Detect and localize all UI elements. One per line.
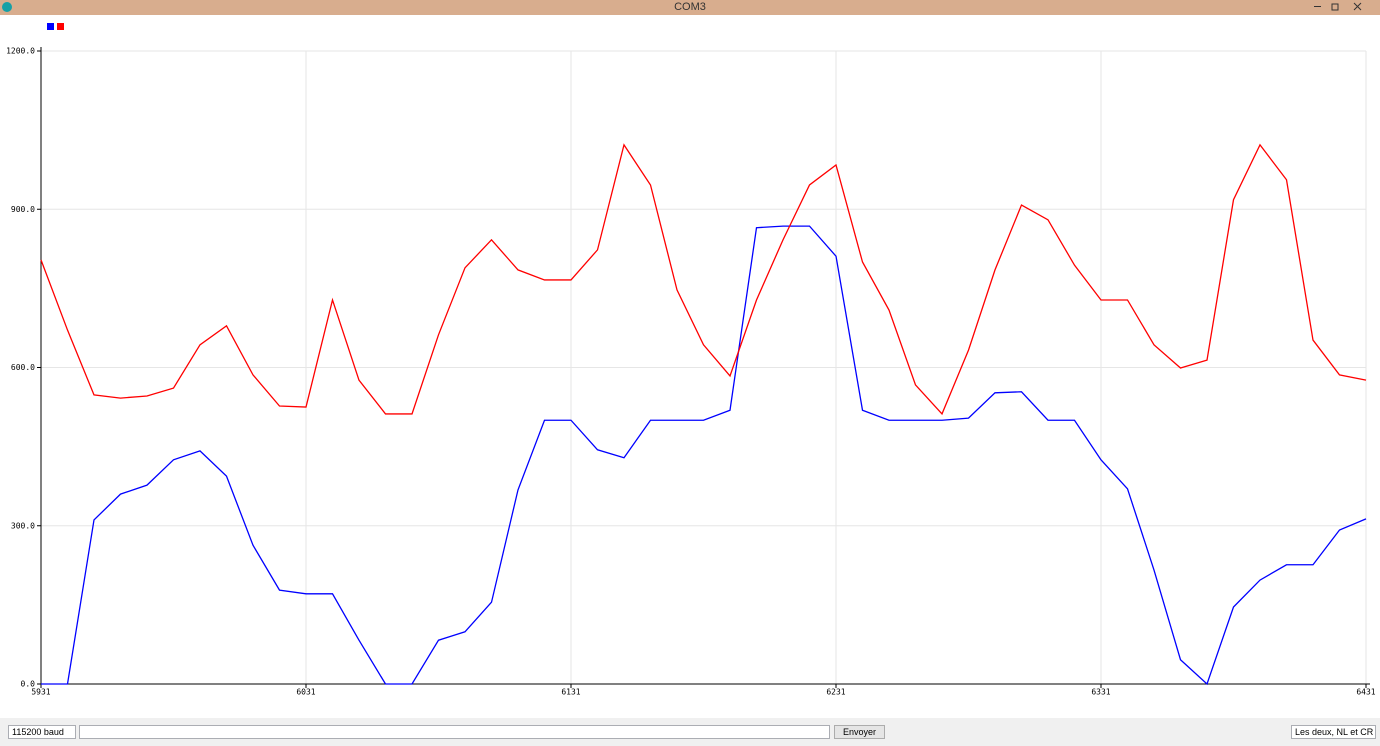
line-ending-label: Les deux, NL et CR [1295,727,1374,737]
baud-label: 115200 baud [12,727,64,737]
y-tick-label: 1200.0 [6,47,35,56]
control-bar: 115200 baud Envoyer Les deux, NL et CR [0,718,1380,746]
title-bar-icons [2,2,1362,12]
send-button[interactable]: Envoyer [834,725,885,739]
window-title: COM3 [674,1,706,13]
baud-select[interactable]: 115200 baud [8,725,76,739]
x-tick-label: 6031 [296,688,315,697]
chart: 0.0 300.0 600.0 900.0 1200.0 5931 6031 6131 6231… [6,23,1376,697]
legend-swatch [47,23,54,30]
y-tick-label: 600.0 [11,363,35,372]
y-tick-label: 0.0 [21,680,36,689]
x-tick-label: 6131 [561,688,580,697]
legend-swatch [57,23,64,30]
series-line [41,225,1367,686]
x-tick-label: 6231 [826,688,845,697]
send-label: Envoyer [842,727,877,737]
x-tick-label: 5931 [31,688,50,697]
x-tick-label: 6431 [1356,688,1375,697]
series-line [40,143,1367,416]
x-tick-label: 6331 [1091,688,1110,697]
title-bar: COM3 [0,0,1380,15]
y-tick-label: 300.0 [11,521,35,530]
line-ending-select[interactable]: Les deux, NL et CR [1291,725,1376,739]
message-input[interactable] [79,725,830,739]
y-tick-label: 900.0 [11,205,35,214]
